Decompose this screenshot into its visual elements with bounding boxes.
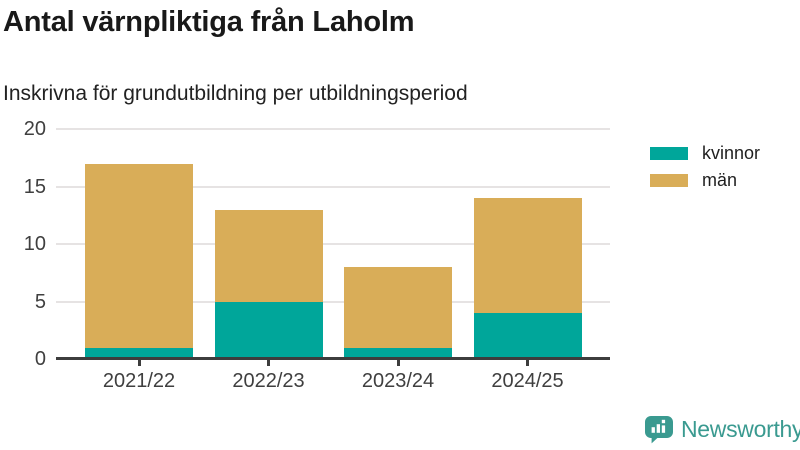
gridline xyxy=(56,243,610,245)
x-axis-tick-label: 2021/22 xyxy=(102,370,176,392)
chart-title: Antal värnpliktiga från Laholm xyxy=(3,6,415,38)
x-axis-tick xyxy=(526,359,529,366)
bar-segment-kvinnor xyxy=(344,347,452,359)
bar-segment-män xyxy=(85,163,193,348)
gridline xyxy=(56,128,610,130)
legend-swatch-kvinnor xyxy=(650,146,688,160)
y-axis-tick-label: 20 xyxy=(23,118,46,140)
legend-label: män xyxy=(702,170,738,190)
y-axis-tick-label: 10 xyxy=(23,233,46,255)
x-axis-tick-label: 2022/23 xyxy=(232,370,305,392)
x-axis-tick xyxy=(137,359,141,366)
gridline xyxy=(56,300,610,303)
x-axis-tick-label: 2024/25 xyxy=(491,370,564,392)
bar-segment-män xyxy=(344,267,452,348)
x-axis-tick xyxy=(267,359,270,366)
x-axis-tick xyxy=(396,359,400,366)
newsworthy-wordmark: Newsworthy xyxy=(681,416,800,442)
bar-chart-speech-bubble-icon xyxy=(645,416,673,444)
legend-label: kvinnor xyxy=(702,143,761,163)
chart-subtitle: Inskrivna för grundutbildning per utbild… xyxy=(3,82,468,105)
bar-segment-män xyxy=(214,209,323,302)
bar-segment-män xyxy=(473,198,582,313)
gridline xyxy=(56,185,610,188)
x-axis-tick-label: 2023/24 xyxy=(361,370,435,392)
bar-segment-kvinnor xyxy=(473,313,582,359)
legend-item-man: män xyxy=(650,170,760,190)
bar-segment-kvinnor xyxy=(214,301,323,359)
bar-segment-kvinnor xyxy=(85,347,193,359)
y-axis-tick-label: 15 xyxy=(23,175,46,198)
y-axis-tick-label: 5 xyxy=(34,290,46,313)
legend: kvinnor män xyxy=(650,143,761,200)
newsworthy-branding: Newsworthy xyxy=(644,415,800,444)
y-axis-tick-label: 0 xyxy=(34,348,46,370)
legend-swatch-man xyxy=(650,173,688,187)
legend-item-kvinnor: kvinnor xyxy=(650,143,761,163)
x-axis-line xyxy=(56,357,610,360)
